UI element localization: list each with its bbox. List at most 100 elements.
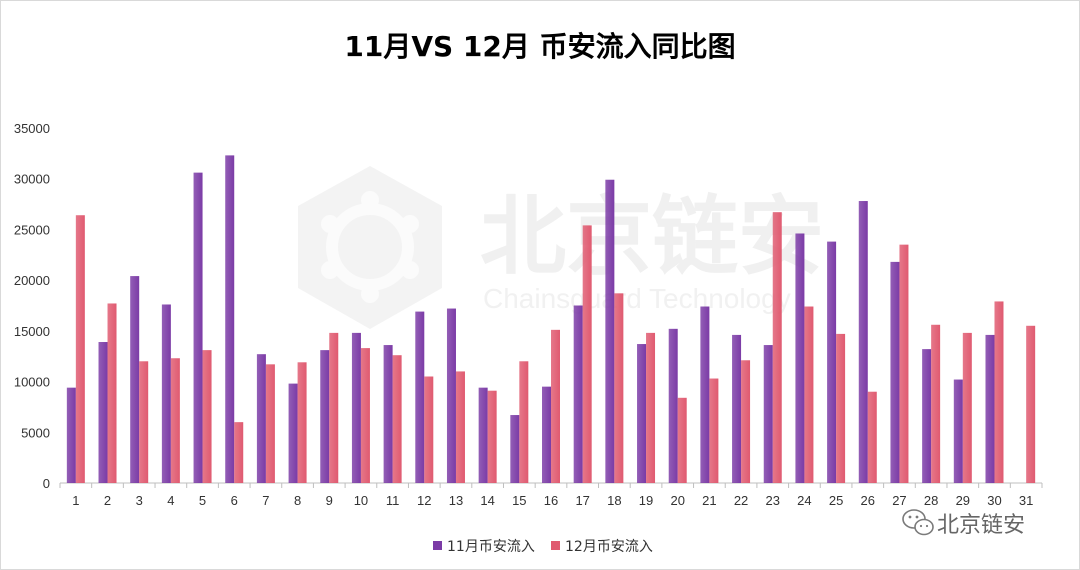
bar-series-1-day-13 <box>446 308 456 483</box>
bar-series-2-day-20 <box>677 397 687 483</box>
x-tick-label: 5 <box>199 493 206 508</box>
bar-series-2-day-25 <box>836 333 846 483</box>
y-tick-label: 0 <box>43 476 50 491</box>
y-axis: 0 5000 10000 15000 20000 25000 30000 35000 <box>14 121 50 491</box>
bar-series-1-day-4 <box>161 304 171 483</box>
legend: 11月币安流入 12月币安流入 <box>433 539 653 555</box>
x-tick-label: 10 <box>354 493 368 508</box>
x-tick-label: 30 <box>987 493 1001 508</box>
x-tick-label: 7 <box>262 493 269 508</box>
bar-series-2-day-2 <box>107 303 117 483</box>
bar-series-2-day-24 <box>804 306 814 483</box>
x-tick-label: 11 <box>386 493 400 508</box>
x-axis: 1 2 3 4 5 6 7 8 9 10 11 12 13 14 15 16 17 18 19 20 21 22 23 24 2… <box>59 482 1043 508</box>
bar-series-1-day-25 <box>827 241 837 483</box>
x-tick-label: 20 <box>670 493 684 508</box>
bar-series-2-day-29 <box>962 332 972 483</box>
brand-text: 北京链安 <box>937 513 1025 538</box>
bar-series-1-day-15 <box>510 415 520 483</box>
bar-series-1-day-7 <box>256 354 266 483</box>
bar-series-2-day-16 <box>551 329 560 483</box>
bar-series-1-day-22 <box>732 334 742 483</box>
bar-series-2-day-12 <box>424 376 434 483</box>
x-tick-label: 28 <box>924 493 938 508</box>
x-tick-label: 19 <box>639 493 653 508</box>
bar-series-1-day-8 <box>288 383 298 483</box>
x-tick-label: 23 <box>766 493 780 508</box>
bar-series-1-day-6 <box>225 155 235 483</box>
legend-item-series-1: 11月币安流入 <box>433 539 535 555</box>
y-tick-label: 30000 <box>14 172 50 187</box>
x-tick-label: 26 <box>861 493 875 508</box>
bar-series-1-day-29 <box>953 379 963 483</box>
bar-series-1-day-5 <box>193 172 203 483</box>
wechat-icon <box>902 509 934 536</box>
bar-series-1-day-18 <box>605 179 615 483</box>
bar-series-2-day-3 <box>139 361 149 483</box>
x-tick-label: 2 <box>104 493 111 508</box>
x-tick-label: 18 <box>607 493 621 508</box>
x-tick-label: 13 <box>449 493 463 508</box>
bar-series-1-day-2 <box>98 342 108 483</box>
y-tick-label: 15000 <box>14 324 50 339</box>
bar-series-1-day-21 <box>700 306 710 483</box>
x-tick-label: 31 <box>1019 493 1033 508</box>
legend-label: 12月币安流入 <box>565 539 653 555</box>
x-tick-label: 16 <box>544 493 558 508</box>
y-tick-label: 10000 <box>14 375 50 390</box>
legend-item-series-2: 12月币安流入 <box>551 539 653 555</box>
bar-series-1-day-19 <box>637 344 647 483</box>
bar-series-2-day-4 <box>170 358 180 483</box>
bar-series-1-day-10 <box>351 332 361 483</box>
bar-series-2-day-17 <box>582 225 592 483</box>
bar-series-2-day-15 <box>519 361 529 483</box>
bar-series-2-day-26 <box>867 391 877 483</box>
x-tick-label: 15 <box>512 493 526 508</box>
bar-series-2-day-13 <box>455 371 465 483</box>
bar-series-2-day-6 <box>234 422 244 483</box>
legend-swatch <box>433 541 442 550</box>
bar-series-2-day-22 <box>741 360 751 483</box>
bar-series-1-day-28 <box>922 349 932 483</box>
bar-series-1-day-14 <box>478 387 488 483</box>
bar-series-2-day-18 <box>614 293 624 483</box>
bar-series-1-day-20 <box>668 328 678 483</box>
legend-swatch <box>551 541 560 550</box>
bar-series-1-day-26 <box>858 201 868 483</box>
bar-series-2-day-1 <box>75 215 85 483</box>
x-tick-label: 8 <box>294 493 301 508</box>
x-tick-label: 3 <box>136 493 143 508</box>
bar-series-2-day-31 <box>1026 325 1036 483</box>
x-tick-label: 22 <box>734 493 748 508</box>
x-tick-label: 1 <box>72 493 79 508</box>
x-tick-label: 6 <box>231 493 238 508</box>
bar-series-2-day-5 <box>202 350 212 483</box>
bar-series-2-day-10 <box>360 348 370 483</box>
x-tick-label: 21 <box>702 493 716 508</box>
bar-series-1-day-17 <box>573 305 583 483</box>
bar-series-1-day-9 <box>320 350 330 483</box>
bar-series-1-day-12 <box>415 311 425 483</box>
bar-series-2-day-23 <box>772 212 782 483</box>
watermark: 北京链安 Chainsguard Technology <box>298 166 824 329</box>
bar-series-1-day-1 <box>66 387 76 483</box>
hexagon-logo-icon <box>298 166 442 329</box>
chart-title: 11月VS 12月 币安流入同比图 <box>344 30 735 63</box>
watermark-subtext: Chainsguard Technology <box>483 283 791 314</box>
bar-series-2-day-28 <box>931 324 941 483</box>
x-tick-label: 24 <box>797 493 811 508</box>
bar-series-2-day-8 <box>297 362 307 483</box>
bar-series-2-day-19 <box>646 332 656 483</box>
bar-series-1-day-27 <box>890 261 900 483</box>
bar-series-2-day-11 <box>392 355 402 483</box>
y-tick-label: 35000 <box>14 121 50 136</box>
bar-series-1-day-11 <box>383 345 393 483</box>
bar-series-2-day-7 <box>265 364 275 483</box>
x-tick-label: 17 <box>575 493 589 508</box>
x-tick-label: 25 <box>829 493 843 508</box>
y-tick-label: 20000 <box>14 273 50 288</box>
bar-series-1-day-23 <box>763 345 773 483</box>
watermark-text: 北京链安 <box>480 187 824 287</box>
